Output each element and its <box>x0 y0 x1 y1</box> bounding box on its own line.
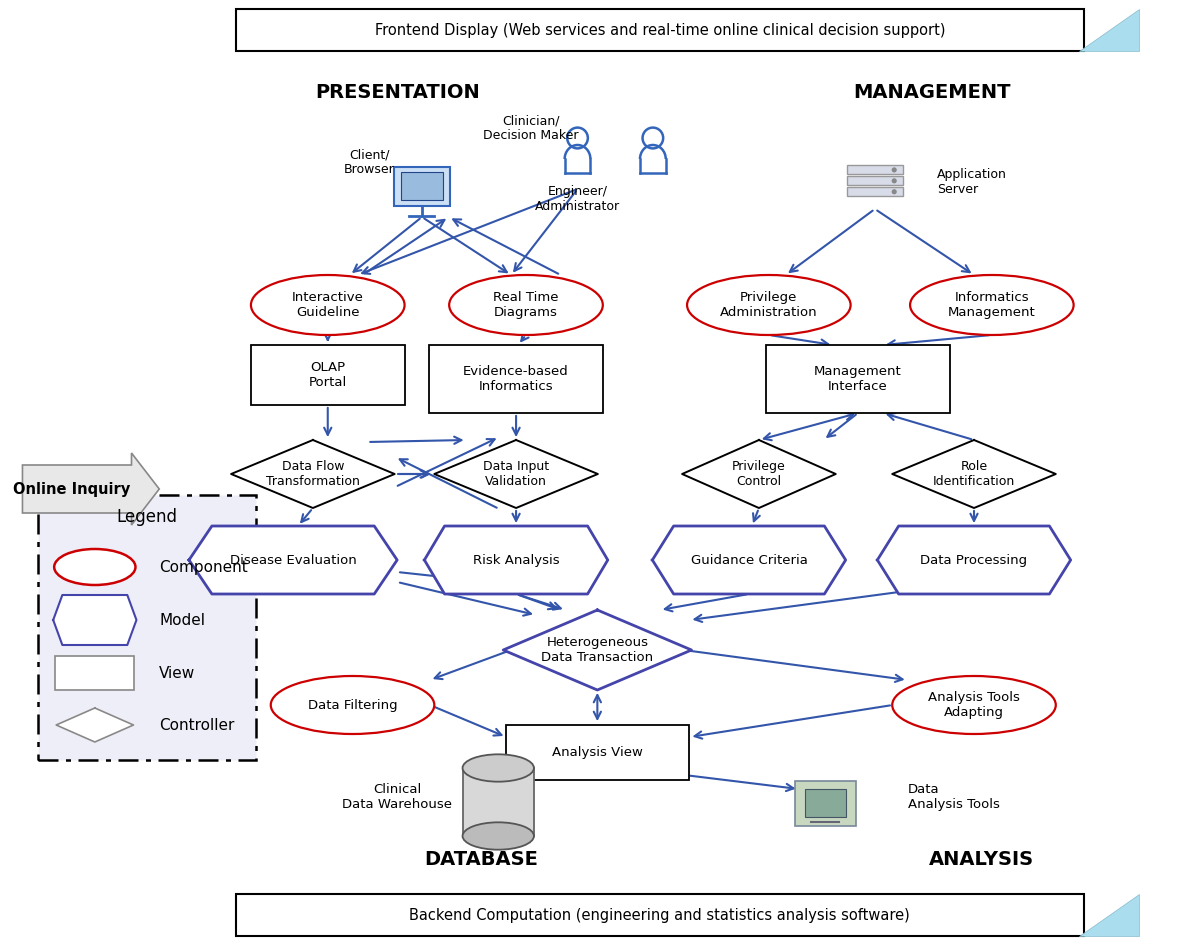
FancyBboxPatch shape <box>394 167 450 205</box>
Circle shape <box>892 178 896 184</box>
Polygon shape <box>653 526 846 594</box>
Circle shape <box>892 189 896 194</box>
Text: ANALYSIS: ANALYSIS <box>929 849 1034 868</box>
Ellipse shape <box>449 275 602 335</box>
Text: Data Input
Validation: Data Input Validation <box>484 460 550 488</box>
Text: Analysis Tools
Adapting: Analysis Tools Adapting <box>928 691 1020 719</box>
Text: Engineer/
Administrator: Engineer/ Administrator <box>535 185 620 213</box>
Text: Component: Component <box>160 560 248 575</box>
Text: Role
Identification: Role Identification <box>932 460 1015 488</box>
Text: Data Filtering: Data Filtering <box>307 699 397 711</box>
Polygon shape <box>425 526 607 594</box>
Text: Frontend Display (Web services and real-time online clinical decision support): Frontend Display (Web services and real-… <box>374 23 946 38</box>
Text: Interactive
Guideline: Interactive Guideline <box>292 291 364 319</box>
FancyArrow shape <box>23 453 160 525</box>
Text: Data
Analysis Tools: Data Analysis Tools <box>907 783 1000 811</box>
FancyBboxPatch shape <box>846 188 904 196</box>
FancyBboxPatch shape <box>38 495 257 760</box>
Ellipse shape <box>462 822 534 849</box>
Text: Model: Model <box>160 613 205 628</box>
Polygon shape <box>877 526 1070 594</box>
Text: Privilege
Administration: Privilege Administration <box>720 291 817 319</box>
Text: Informatics
Management: Informatics Management <box>948 291 1036 319</box>
Text: Analysis View: Analysis View <box>552 745 643 759</box>
FancyBboxPatch shape <box>794 781 856 826</box>
Text: Online Inquiry: Online Inquiry <box>13 481 131 496</box>
Circle shape <box>892 168 896 172</box>
Text: MANAGEMENT: MANAGEMENT <box>853 82 1012 101</box>
FancyBboxPatch shape <box>401 172 443 200</box>
Ellipse shape <box>54 549 136 585</box>
Polygon shape <box>1079 894 1139 936</box>
Ellipse shape <box>893 676 1056 734</box>
Ellipse shape <box>910 275 1074 335</box>
Polygon shape <box>682 440 835 508</box>
Text: Legend: Legend <box>116 508 178 526</box>
Polygon shape <box>188 526 397 594</box>
Text: Management
Interface: Management Interface <box>814 365 902 393</box>
FancyBboxPatch shape <box>236 894 1084 936</box>
FancyBboxPatch shape <box>55 656 134 690</box>
Polygon shape <box>1079 9 1139 51</box>
Text: Application
Server: Application Server <box>937 168 1007 196</box>
Polygon shape <box>232 440 395 508</box>
Text: Backend Computation (engineering and statistics analysis software): Backend Computation (engineering and sta… <box>409 907 910 922</box>
FancyBboxPatch shape <box>804 790 846 817</box>
FancyBboxPatch shape <box>430 345 602 413</box>
Text: Clinical
Data Warehouse: Clinical Data Warehouse <box>342 783 452 811</box>
FancyBboxPatch shape <box>767 345 949 413</box>
Text: OLAP
Portal: OLAP Portal <box>308 361 347 389</box>
Circle shape <box>568 128 588 149</box>
Ellipse shape <box>688 275 851 335</box>
Polygon shape <box>503 610 691 690</box>
Text: DATABASE: DATABASE <box>425 849 539 868</box>
Text: PRESENTATION: PRESENTATION <box>314 82 480 101</box>
Text: Clinician/
Decision Maker: Clinician/ Decision Maker <box>484 114 578 142</box>
Polygon shape <box>434 440 598 508</box>
Text: Risk Analysis: Risk Analysis <box>473 553 559 566</box>
FancyBboxPatch shape <box>236 9 1084 51</box>
Text: Heterogeneous
Data Transaction: Heterogeneous Data Transaction <box>541 636 654 664</box>
Ellipse shape <box>251 275 404 335</box>
FancyBboxPatch shape <box>251 345 404 405</box>
Text: Client/
Browser: Client/ Browser <box>344 148 395 176</box>
Polygon shape <box>56 708 133 742</box>
FancyBboxPatch shape <box>846 176 904 186</box>
Text: View: View <box>160 666 196 681</box>
Text: Data Processing: Data Processing <box>920 553 1027 566</box>
Text: Privilege
Control: Privilege Control <box>732 460 786 488</box>
Text: Data Flow
Transformation: Data Flow Transformation <box>266 460 360 488</box>
Ellipse shape <box>271 676 434 734</box>
Text: Disease Evaluation: Disease Evaluation <box>229 553 356 566</box>
Polygon shape <box>893 440 1056 508</box>
Text: Guidance Criteria: Guidance Criteria <box>690 553 808 566</box>
Text: Controller: Controller <box>160 718 235 732</box>
Text: Real Time
Diagrams: Real Time Diagrams <box>493 291 559 319</box>
Text: Evidence-based
Informatics: Evidence-based Informatics <box>463 365 569 393</box>
Polygon shape <box>53 595 137 645</box>
FancyBboxPatch shape <box>462 768 534 836</box>
FancyBboxPatch shape <box>846 166 904 174</box>
FancyBboxPatch shape <box>505 724 689 779</box>
Ellipse shape <box>462 755 534 781</box>
Circle shape <box>642 128 664 149</box>
